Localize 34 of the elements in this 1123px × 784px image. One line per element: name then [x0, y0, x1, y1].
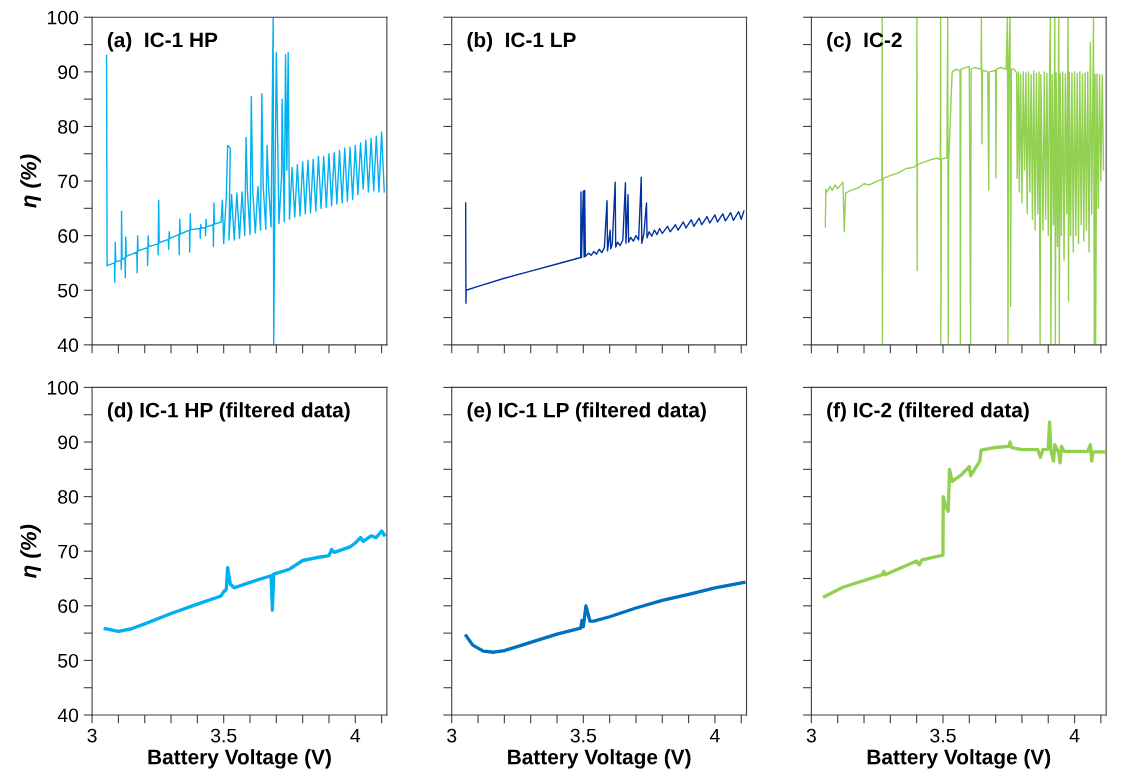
x-tick-label: 3: [447, 728, 457, 743]
y-tick-label: 80: [58, 119, 79, 134]
x-tick-label: 3.5: [570, 728, 597, 743]
line-series: [103, 529, 386, 634]
y-tick-label: 100: [47, 10, 79, 25]
y-tick-label: 50: [58, 283, 79, 298]
text: (f) IC-2 (filtered data): [827, 402, 1029, 422]
y-tick-label: 40: [57, 708, 79, 723]
y-tick-label: 100: [47, 380, 79, 395]
text: (a) IC-1 HP: [107, 31, 218, 52]
y-tick-label: 40: [57, 338, 79, 353]
y-tick-label: 70: [58, 174, 79, 189]
text: (e) IC-1 LP (filtered data): [467, 402, 706, 422]
y-tick-label: 50: [58, 653, 79, 668]
x-tick-label: 3.5: [930, 728, 956, 743]
y-tick-label: 70: [58, 544, 79, 559]
text: (b) IC-1 LP: [467, 31, 576, 52]
x-tick-label: 4: [1069, 728, 1080, 743]
x-tick-label: 4: [709, 728, 720, 743]
y-tick-label: 60: [58, 599, 79, 614]
x-axis-title: Battery Voltage (V): [867, 749, 1051, 769]
x-axis-title: Battery Voltage (V): [148, 749, 331, 769]
y-tick-label: 60: [58, 229, 79, 243]
y-axis-title: η (%): [20, 524, 41, 578]
y-tick-label: 90: [58, 435, 79, 450]
y-tick-label: 80: [58, 490, 79, 504]
text: (d) IC-1 HP (filtered data): [107, 402, 350, 422]
x-tick-label: 3.5: [210, 728, 237, 743]
x-tick-label: 3: [806, 728, 816, 743]
x-axis-title: Battery Voltage (V): [508, 749, 691, 769]
x-tick-label: 3: [87, 728, 97, 743]
y-tick-label: 90: [58, 65, 79, 80]
x-tick-label: 4: [350, 728, 361, 743]
y-axis-title: η (%): [20, 154, 41, 208]
